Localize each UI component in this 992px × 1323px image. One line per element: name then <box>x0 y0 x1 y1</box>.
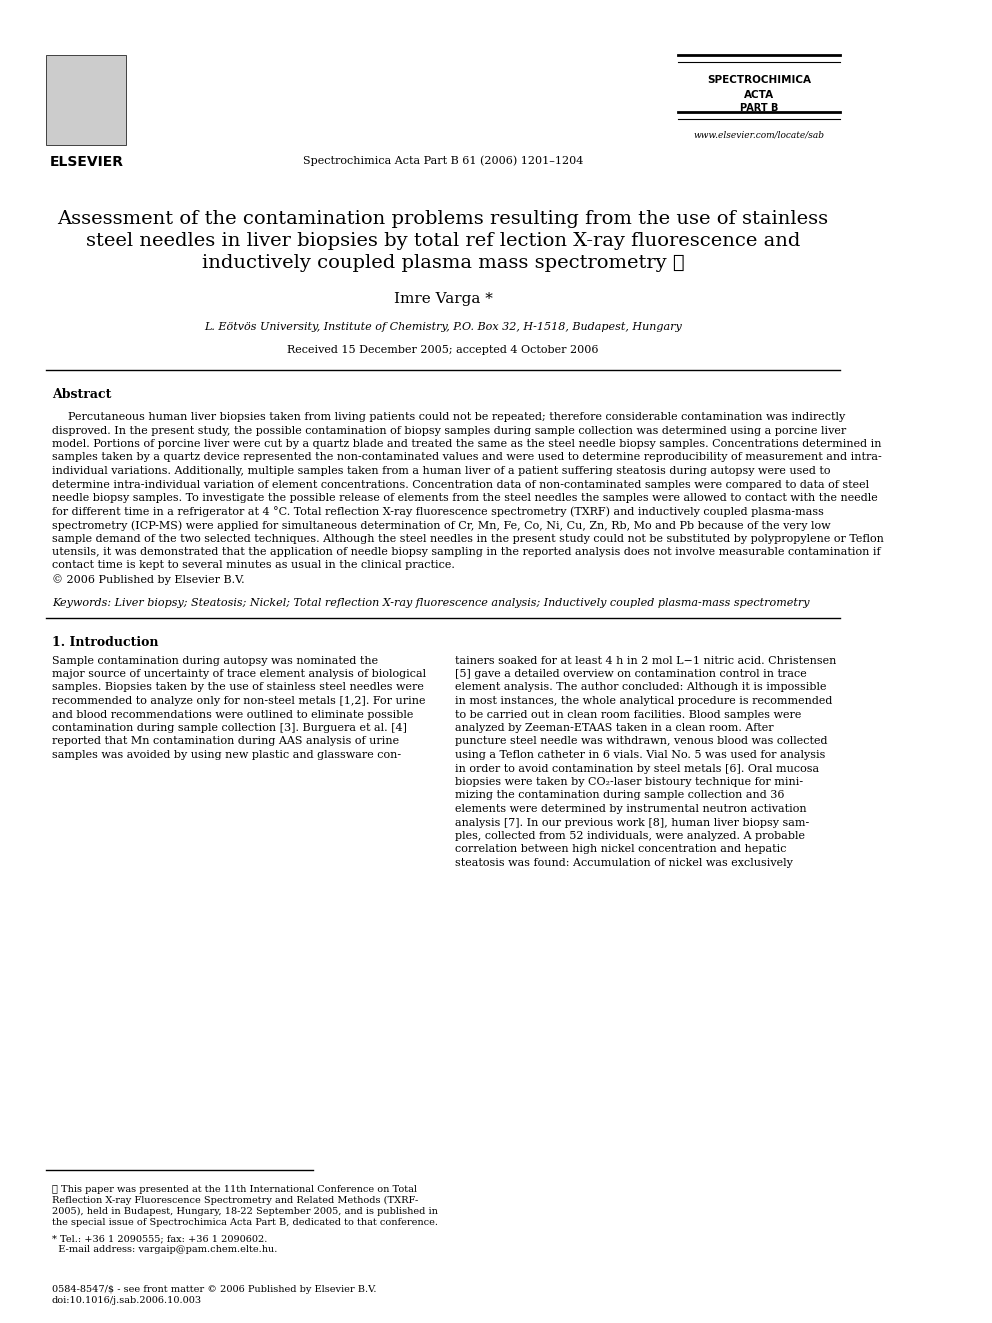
Text: contact time is kept to several minutes as usual in the clinical practice.: contact time is kept to several minutes … <box>52 561 454 570</box>
Text: reported that Mn contamination during AAS analysis of urine: reported that Mn contamination during AA… <box>52 737 399 746</box>
Text: elements were determined by instrumental neutron activation: elements were determined by instrumental… <box>455 804 807 814</box>
Text: Keywords: Liver biopsy; Steatosis; Nickel; Total reflection X-ray fluorescence a: Keywords: Liver biopsy; Steatosis; Nicke… <box>52 598 809 607</box>
Text: samples. Biopsies taken by the use of stainless steel needles were: samples. Biopsies taken by the use of st… <box>52 683 424 692</box>
Text: in order to avoid contamination by steel metals [6]. Oral mucosa: in order to avoid contamination by steel… <box>455 763 819 774</box>
Text: steatosis was found: Accumulation of nickel was exclusively: steatosis was found: Accumulation of nic… <box>455 859 794 868</box>
Text: inductively coupled plasma mass spectrometry ★: inductively coupled plasma mass spectrom… <box>201 254 684 273</box>
Text: SPECTROCHIMICA: SPECTROCHIMICA <box>707 75 811 85</box>
Text: utensils, it was demonstrated that the application of needle biopsy sampling in : utensils, it was demonstrated that the a… <box>52 546 881 557</box>
Text: Abstract: Abstract <box>52 388 111 401</box>
Text: doi:10.1016/j.sab.2006.10.003: doi:10.1016/j.sab.2006.10.003 <box>52 1297 202 1304</box>
Text: major source of uncertainty of trace element analysis of biological: major source of uncertainty of trace ele… <box>52 669 426 679</box>
Text: steel needles in liver biopsies by total ref lection X-ray fluorescence and: steel needles in liver biopsies by total… <box>85 232 801 250</box>
Text: contamination during sample collection [3]. Burguera et al. [4]: contamination during sample collection [… <box>52 722 407 733</box>
Text: for different time in a refrigerator at 4 °C. Total reflection X-ray fluorescenc: for different time in a refrigerator at … <box>52 507 823 517</box>
FancyBboxPatch shape <box>46 56 126 146</box>
Text: needle biopsy samples. To investigate the possible release of elements from the : needle biopsy samples. To investigate th… <box>52 493 878 503</box>
Text: sample demand of the two selected techniques. Although the steel needles in the : sample demand of the two selected techni… <box>52 533 884 544</box>
Text: spectrometry (ICP-MS) were applied for simultaneous determination of Cr, Mn, Fe,: spectrometry (ICP-MS) were applied for s… <box>52 520 830 531</box>
Text: Spectrochimica Acta Part B 61 (2006) 1201–1204: Spectrochimica Acta Part B 61 (2006) 120… <box>303 155 583 165</box>
Text: L. Eötvös University, Institute of Chemistry, P.O. Box 32, H-1518, Budapest, Hun: L. Eötvös University, Institute of Chemi… <box>204 321 682 332</box>
Text: © 2006 Published by Elsevier B.V.: © 2006 Published by Elsevier B.V. <box>52 574 245 585</box>
Text: PART B: PART B <box>740 103 779 112</box>
Text: in most instances, the whole analytical procedure is recommended: in most instances, the whole analytical … <box>455 696 833 706</box>
Text: determine intra-individual variation of element concentrations. Concentration da: determine intra-individual variation of … <box>52 479 869 490</box>
Text: mizing the contamination during sample collection and 36: mizing the contamination during sample c… <box>455 791 785 800</box>
Text: samples was avoided by using new plastic and glassware con-: samples was avoided by using new plastic… <box>52 750 401 759</box>
Text: Reflection X-ray Fluorescence Spectrometry and Related Methods (TXRF-: Reflection X-ray Fluorescence Spectromet… <box>52 1196 419 1205</box>
Text: samples taken by a quartz device represented the non-contaminated values and wer: samples taken by a quartz device represe… <box>52 452 882 463</box>
Text: E-mail address: vargaip@pam.chem.elte.hu.: E-mail address: vargaip@pam.chem.elte.hu… <box>52 1245 278 1254</box>
Text: Imre Varga *: Imre Varga * <box>394 292 492 306</box>
Text: ples, collected from 52 individuals, were analyzed. A probable: ples, collected from 52 individuals, wer… <box>455 831 806 841</box>
Text: to be carried out in clean room facilities. Blood samples were: to be carried out in clean room faciliti… <box>455 709 802 720</box>
Text: the special issue of Spectrochimica Acta Part B, dedicated to that conference.: the special issue of Spectrochimica Acta… <box>52 1218 437 1226</box>
Text: biopsies were taken by CO₂-laser bistoury technique for mini-: biopsies were taken by CO₂-laser bistour… <box>455 777 804 787</box>
Text: analysis [7]. In our previous work [8], human liver biopsy sam-: analysis [7]. In our previous work [8], … <box>455 818 809 827</box>
Text: ELSEVIER: ELSEVIER <box>51 155 124 169</box>
Text: correlation between high nickel concentration and hepatic: correlation between high nickel concentr… <box>455 844 787 855</box>
Text: recommended to analyze only for non-steel metals [1,2]. For urine: recommended to analyze only for non-stee… <box>52 696 426 706</box>
Text: * Tel.: +36 1 2090555; fax: +36 1 2090602.: * Tel.: +36 1 2090555; fax: +36 1 209060… <box>52 1234 267 1244</box>
Text: ACTA: ACTA <box>744 90 774 101</box>
Text: Received 15 December 2005; accepted 4 October 2006: Received 15 December 2005; accepted 4 Oc… <box>288 345 599 355</box>
Text: 2005), held in Budapest, Hungary, 18-22 September 2005, and is published in: 2005), held in Budapest, Hungary, 18-22 … <box>52 1207 437 1216</box>
Text: Assessment of the contamination problems resulting from the use of stainless: Assessment of the contamination problems… <box>58 210 828 228</box>
Text: puncture steel needle was withdrawn, venous blood was collected: puncture steel needle was withdrawn, ven… <box>455 737 828 746</box>
Text: element analysis. The author concluded: Although it is impossible: element analysis. The author concluded: … <box>455 683 827 692</box>
Text: tainers soaked for at least 4 h in 2 mol L−1 nitric acid. Christensen: tainers soaked for at least 4 h in 2 mol… <box>455 655 837 665</box>
Text: 1. Introduction: 1. Introduction <box>52 635 159 648</box>
Text: [5] gave a detailed overview on contamination control in trace: [5] gave a detailed overview on contamin… <box>455 669 807 679</box>
Text: individual variations. Additionally, multiple samples taken from a human liver o: individual variations. Additionally, mul… <box>52 466 830 476</box>
Text: model. Portions of porcine liver were cut by a quartz blade and treated the same: model. Portions of porcine liver were cu… <box>52 439 882 448</box>
Text: disproved. In the present study, the possible contamination of biopsy samples du: disproved. In the present study, the pos… <box>52 426 846 435</box>
Text: and blood recommendations were outlined to eliminate possible: and blood recommendations were outlined … <box>52 709 414 720</box>
Text: 0584-8547/$ - see front matter © 2006 Published by Elsevier B.V.: 0584-8547/$ - see front matter © 2006 Pu… <box>52 1285 376 1294</box>
Text: Sample contamination during autopsy was nominated the: Sample contamination during autopsy was … <box>52 655 378 665</box>
Text: www.elsevier.com/locate/sab: www.elsevier.com/locate/sab <box>693 130 824 139</box>
Text: Percutaneous human liver biopsies taken from living patients could not be repeat: Percutaneous human liver biopsies taken … <box>68 411 845 422</box>
Text: using a Teflon catheter in 6 vials. Vial No. 5 was used for analysis: using a Teflon catheter in 6 vials. Vial… <box>455 750 825 759</box>
Text: analyzed by Zeeman-ETAAS taken in a clean room. After: analyzed by Zeeman-ETAAS taken in a clea… <box>455 722 774 733</box>
Text: ★ This paper was presented at the 11th International Conference on Total: ★ This paper was presented at the 11th I… <box>52 1185 417 1193</box>
